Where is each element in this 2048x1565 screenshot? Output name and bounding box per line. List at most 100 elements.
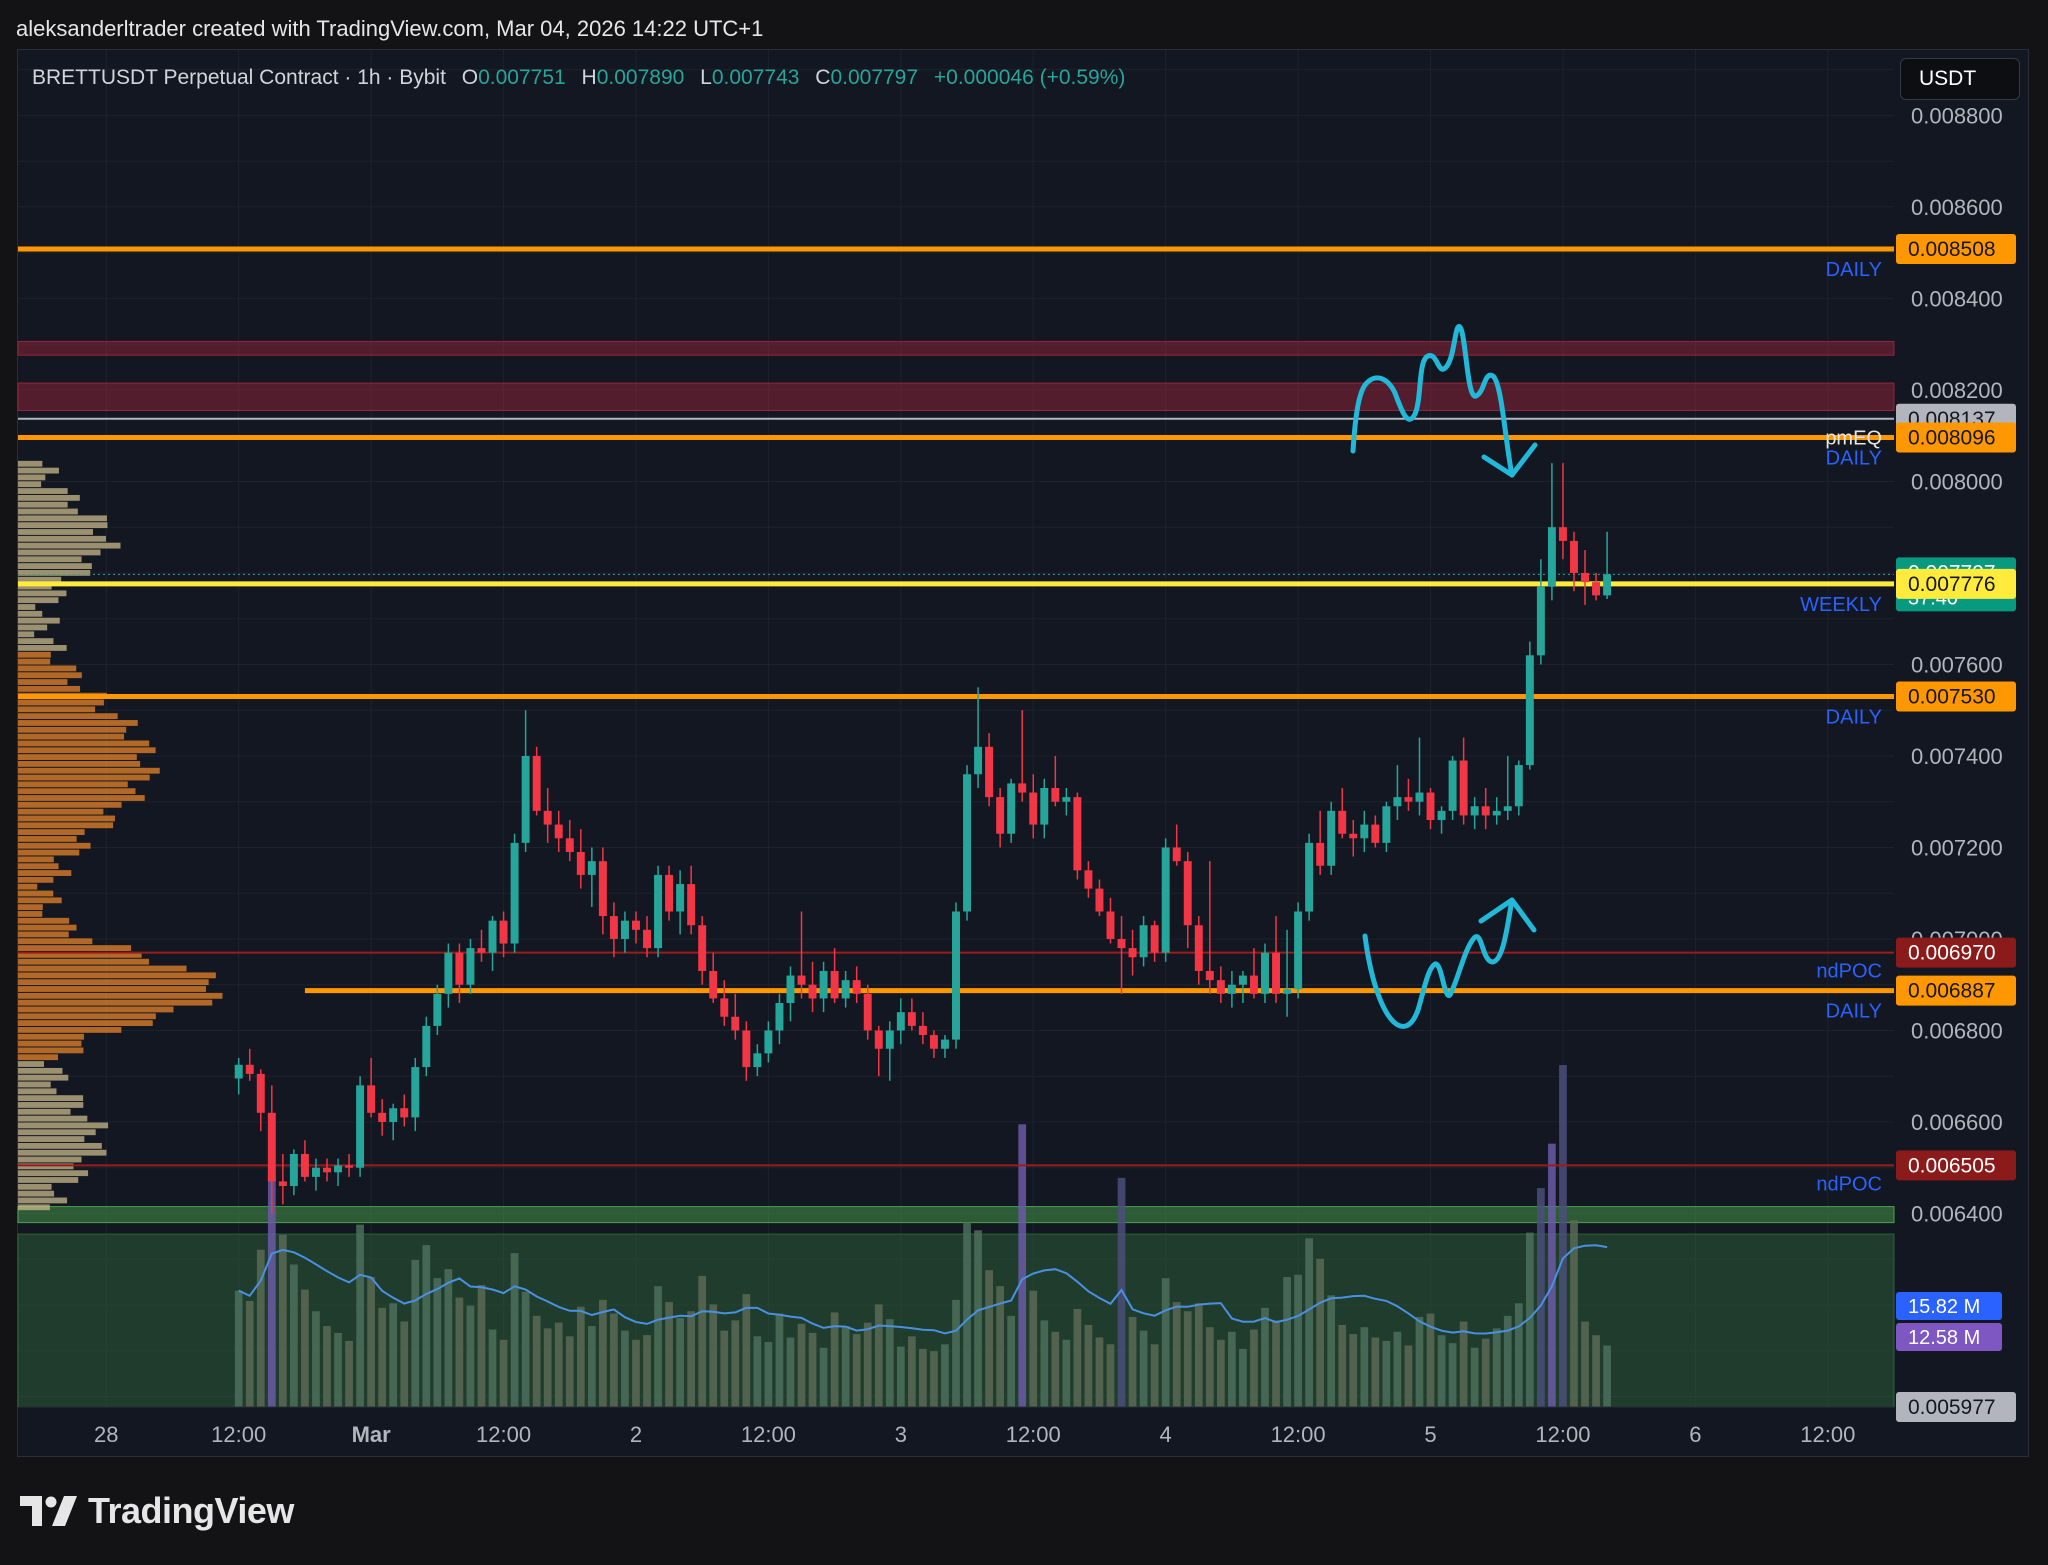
volume-bar — [543, 1328, 552, 1407]
tradingview-logo[interactable]: TradingView — [20, 1490, 294, 1532]
candle-body — [1073, 797, 1082, 871]
tradingview-logo-icon — [20, 1496, 77, 1526]
candle-body — [510, 842, 519, 944]
candle-body — [775, 1003, 784, 1031]
candle — [609, 902, 618, 958]
volume-profile-row — [18, 931, 69, 938]
volume-bar — [687, 1311, 696, 1407]
volume-profile-row — [18, 781, 128, 788]
x-axis-tick-label: 12:00 — [211, 1422, 266, 1447]
candle — [245, 1048, 254, 1081]
level-tag: ndPOC — [1816, 1173, 1882, 1195]
volume-label-box — [1896, 1292, 2002, 1320]
volume-bar — [808, 1332, 817, 1407]
volume-profile-row — [18, 1136, 85, 1142]
candle — [1393, 765, 1402, 821]
volume-bar — [278, 1234, 287, 1407]
candle — [345, 1153, 354, 1177]
candle — [1503, 755, 1512, 821]
candle — [1426, 787, 1435, 830]
volume-profile-row — [18, 720, 138, 726]
candle — [576, 829, 585, 889]
zones — [17, 340, 1895, 1408]
volume-bar — [1073, 1308, 1082, 1407]
candle-body — [1117, 938, 1126, 949]
legend-symbol[interactable]: BRETTUSDT Perpetual Contract · 1h · Bybi… — [32, 66, 446, 89]
candle-body — [698, 925, 707, 971]
legend-high-label: H — [581, 66, 597, 89]
candle-body — [1327, 810, 1336, 866]
candle — [907, 998, 916, 1031]
volume-bar — [267, 1173, 276, 1407]
candle — [1492, 797, 1501, 825]
candle — [1404, 778, 1413, 811]
candle-body — [963, 774, 972, 912]
candle-body — [731, 1016, 740, 1031]
candle — [477, 929, 486, 962]
y-axis-tick-label: 0.007200 — [1911, 835, 2003, 860]
candle-body — [422, 1025, 431, 1068]
volume-bar — [499, 1339, 508, 1407]
annotation-up-arrowhead — [1478, 897, 1537, 933]
candle-body — [1415, 792, 1424, 802]
candle-body — [1238, 975, 1247, 985]
volume-bar — [1106, 1344, 1115, 1407]
candle-body — [952, 911, 960, 1040]
candle-body — [1283, 989, 1292, 994]
volume-ma-line — [238, 1244, 1608, 1335]
volume-bar — [1371, 1337, 1380, 1407]
volume-profile-row — [18, 1040, 82, 1047]
volume-profile-row — [18, 1020, 153, 1027]
candle-body — [654, 874, 663, 949]
candle — [1238, 970, 1247, 1004]
volume-profile-row — [18, 856, 54, 863]
volume-bar — [1581, 1321, 1589, 1407]
volume-bar — [1117, 1177, 1126, 1407]
candle — [1316, 810, 1325, 875]
volume-profile-row — [18, 726, 127, 733]
volume-profile-row — [18, 706, 96, 713]
volume-profile-row — [18, 822, 114, 829]
candle — [1327, 801, 1336, 875]
candle-body — [1150, 925, 1159, 953]
volume-bar — [963, 1222, 971, 1407]
currency-button[interactable]: USDT — [1900, 58, 2020, 100]
candle — [1117, 916, 1126, 994]
price-label-text: 0.007530 — [1908, 685, 1996, 708]
volume-profile-row — [18, 808, 104, 815]
volume-bar — [378, 1307, 387, 1407]
candle-body — [1128, 948, 1137, 958]
candle — [510, 833, 519, 953]
volume-bar — [1592, 1335, 1600, 1407]
candle-body — [896, 1012, 905, 1031]
volume-bar — [1294, 1274, 1302, 1407]
candle — [554, 810, 563, 853]
candle — [819, 961, 828, 1013]
y-axis-tick-label: 0.006400 — [1911, 1201, 2003, 1226]
volume-profile-row — [18, 767, 160, 774]
volume-bar — [753, 1336, 762, 1407]
candle-body — [885, 1030, 894, 1049]
candle — [1194, 916, 1203, 985]
candle-body — [576, 852, 585, 875]
candle — [367, 1057, 376, 1118]
y-axis-tick-label: 0.007600 — [1911, 652, 2003, 677]
x-axis-tick-label: 3 — [895, 1422, 907, 1447]
volume-bar — [422, 1245, 431, 1407]
candle-body — [411, 1067, 420, 1118]
volume-bar — [1559, 1065, 1567, 1407]
volume-bar — [1470, 1347, 1479, 1407]
volume-profile-row — [18, 1088, 57, 1095]
candle — [422, 1016, 431, 1077]
candle — [1592, 572, 1601, 601]
candle-body — [753, 1053, 762, 1068]
candle — [676, 870, 685, 935]
candle-body — [1106, 911, 1115, 939]
x-axis-tick-label: 28 — [94, 1422, 118, 1447]
candle-body — [1084, 870, 1093, 889]
candle-body — [996, 797, 1005, 834]
price-label-box — [1896, 1150, 2016, 1181]
candle-body — [1216, 980, 1225, 994]
candle-body — [1426, 792, 1435, 821]
